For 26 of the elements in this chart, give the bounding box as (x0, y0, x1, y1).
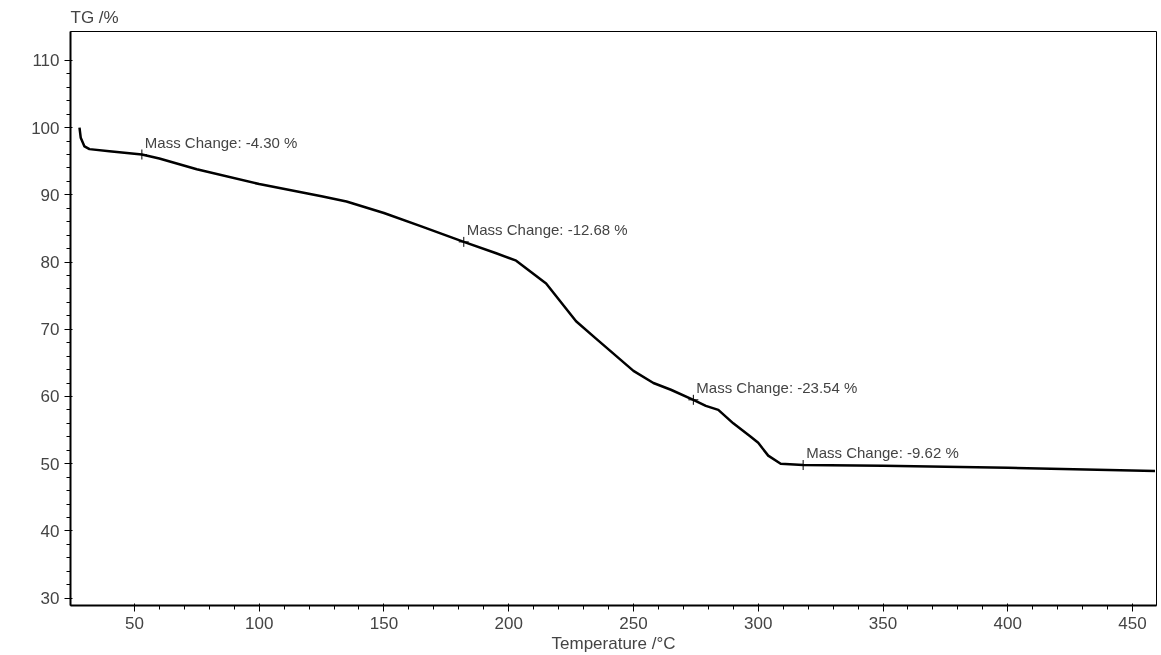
point (687, 394, 699, 406)
x-tick-label: 50 (124, 613, 144, 633)
y-tick-label: 100 (31, 118, 60, 138)
annotation: Mass Change: -9.62 % (806, 444, 959, 462)
point (458, 236, 470, 248)
x-axis-title: Temperature /°C (551, 633, 676, 653)
annotation: Mass Change: -23.54 % (696, 378, 858, 396)
y-tick-label: 110 (32, 51, 60, 71)
y-tick-label: 70 (40, 320, 60, 340)
y-tick-label: 50 (40, 454, 60, 474)
y-tick-label: 90 (40, 185, 60, 205)
annotation: Mass Change: -12.68 % (466, 220, 628, 238)
y-tick-label: 80 (40, 253, 60, 273)
annotation: Mass Change: -4.30 % (144, 133, 298, 151)
x-tick-label: 300 (744, 613, 773, 633)
x-tick-label: 450 (1118, 613, 1147, 633)
x-tick-label: 250 (619, 613, 648, 633)
x-tick-label: 350 (868, 613, 898, 633)
x-tick-label: 200 (494, 613, 523, 633)
y-tick-label: 30 (40, 589, 60, 609)
y-axis-title: TG /% (70, 7, 119, 27)
y-tick-label: 60 (40, 387, 60, 407)
y-tick-label: 40 (40, 521, 60, 541)
x-tick-label: 400 (993, 613, 1022, 633)
x-tick-label: 150 (369, 613, 399, 633)
x-tick-label: 100 (244, 613, 274, 633)
